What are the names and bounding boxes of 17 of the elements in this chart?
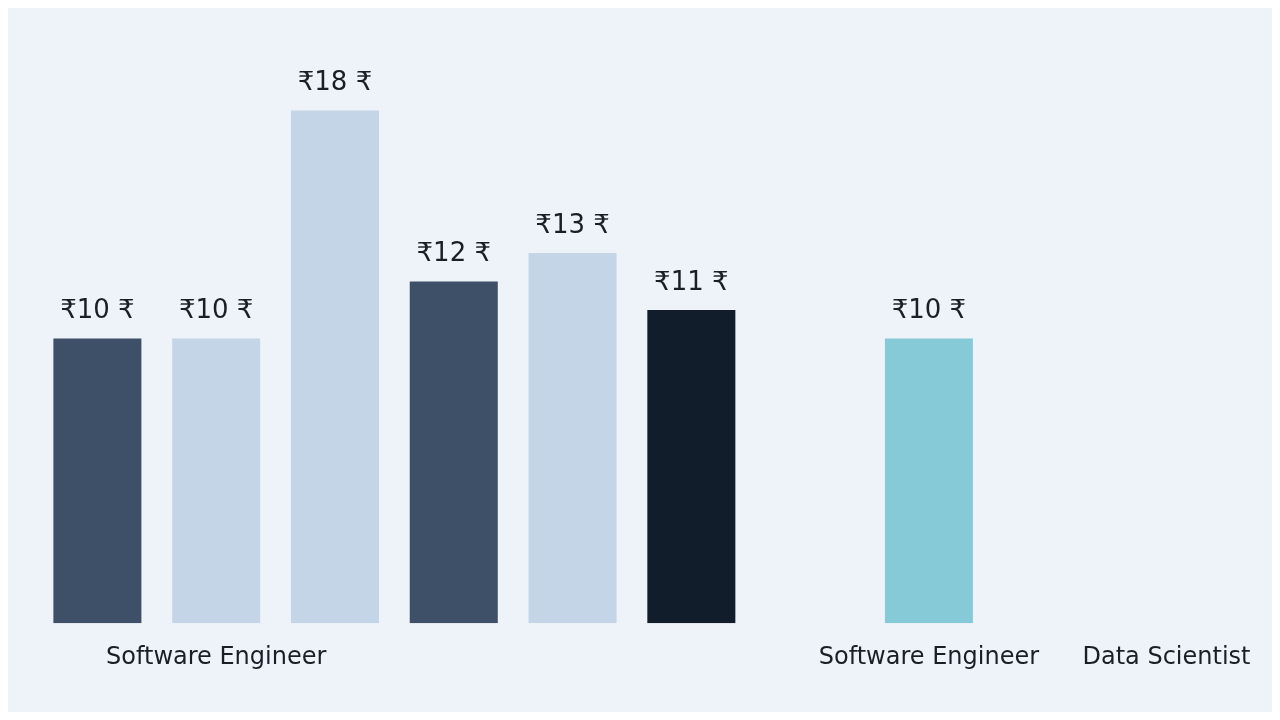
bar — [290, 110, 379, 624]
bar — [172, 338, 261, 624]
x-tick-label: Data Scientist — [1082, 641, 1251, 670]
bar — [528, 252, 617, 624]
data-label: ₹13 ₹ — [535, 208, 610, 239]
bar — [409, 281, 498, 624]
bar — [647, 309, 736, 624]
x-tick-label: Software Engineer — [818, 641, 1040, 670]
data-label: ₹10 ₹ — [60, 294, 135, 325]
bar — [884, 338, 973, 624]
x-tick-label: Software Engineer — [106, 641, 327, 670]
data-label: ₹12 ₹ — [416, 237, 491, 268]
data-label: ₹10 ₹ — [891, 294, 967, 325]
data-label: ₹11 ₹ — [654, 265, 729, 296]
data-label: ₹10 ₹ — [178, 294, 254, 325]
bar — [53, 338, 142, 624]
data-label: ₹18 ₹ — [297, 66, 373, 97]
